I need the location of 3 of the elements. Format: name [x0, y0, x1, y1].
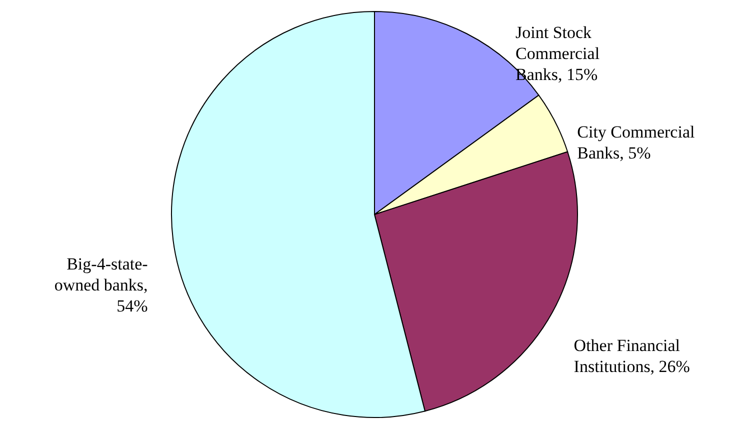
slice-label: Other Financial Institutions, 26% [574, 336, 690, 376]
slice-label: Big-4-state-owned banks, 54% [54, 254, 148, 316]
slice-label: City Commercial Banks, 5% [577, 122, 695, 162]
